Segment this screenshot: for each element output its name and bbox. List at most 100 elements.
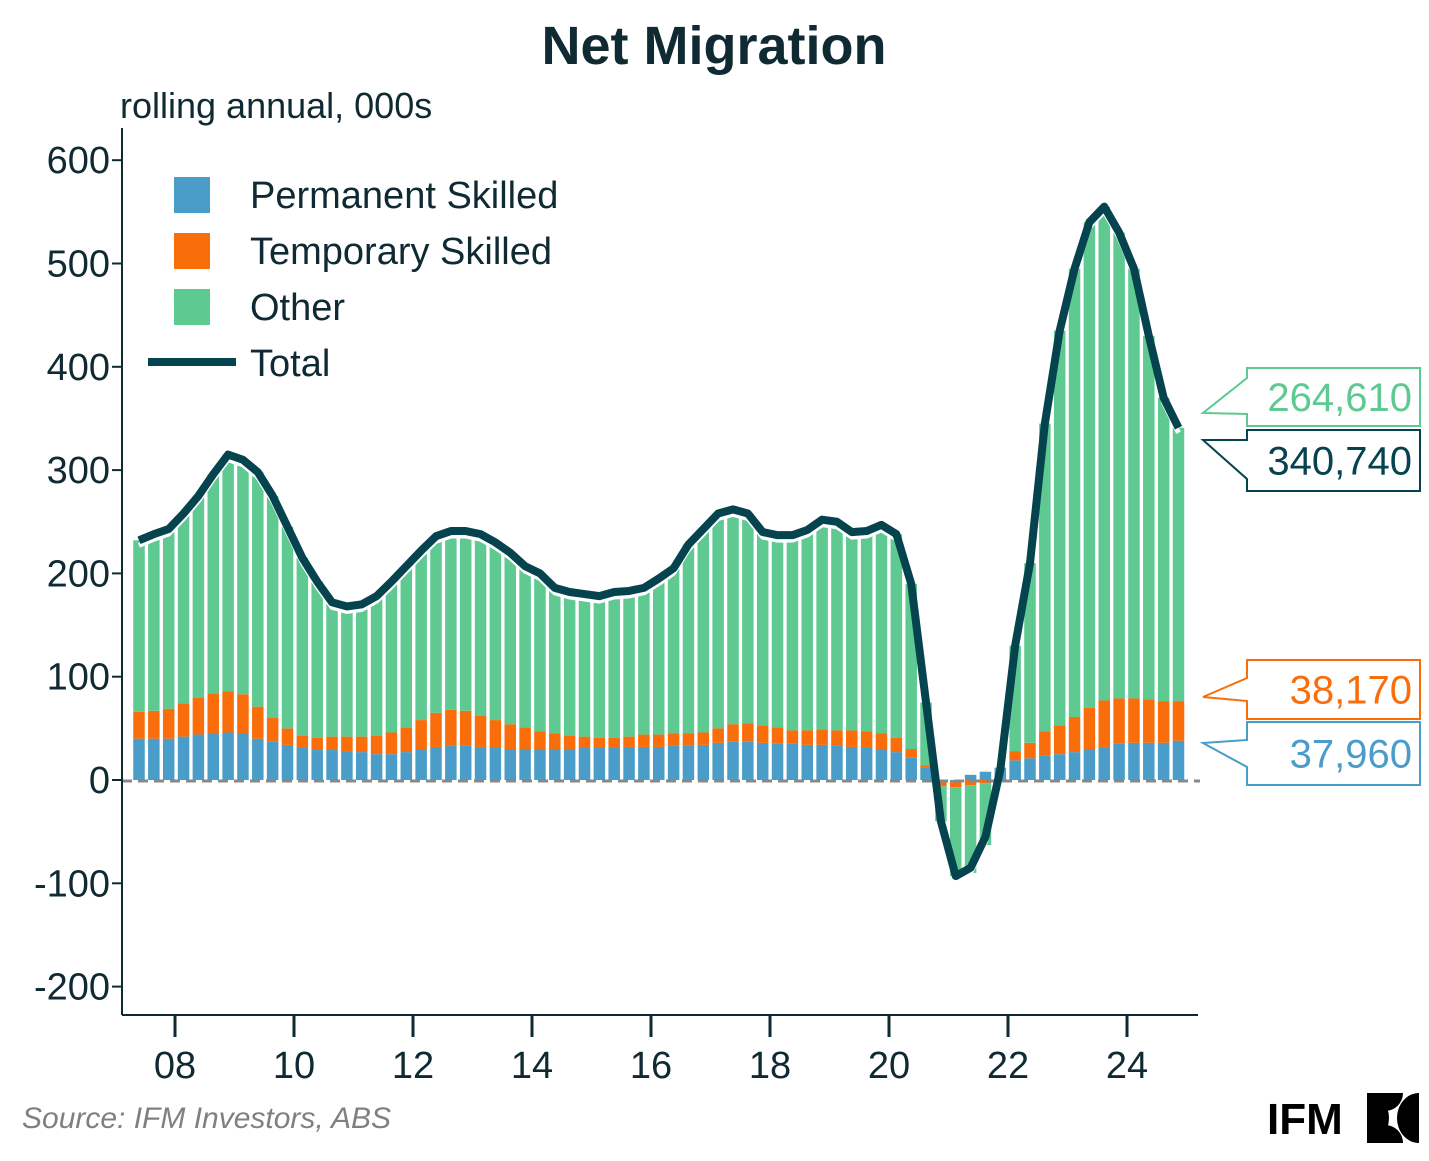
bar-temporary-skilled-6 xyxy=(222,691,234,733)
latest-value-callouts: 264,610 340,740 38,170 37,960 xyxy=(1199,367,1421,786)
bar-permanent-skilled-20 xyxy=(430,746,442,780)
bar-other-40 xyxy=(727,509,739,725)
bar-other-64 xyxy=(1083,222,1096,708)
bar-temporary-skilled-30 xyxy=(578,736,591,748)
bar-other-66 xyxy=(1113,232,1125,699)
bar-temporary-skilled-10 xyxy=(281,728,294,745)
bar-permanent-skilled-39 xyxy=(712,742,724,780)
bar-other-57 xyxy=(979,783,992,846)
bar-other-16 xyxy=(370,596,383,736)
bar-other-62 xyxy=(1053,330,1066,726)
callout-value-temporary-skilled: 38,170 xyxy=(1290,669,1412,713)
bar-permanent-skilled-27 xyxy=(534,749,546,780)
x-tick-label: 24 xyxy=(1106,1045,1148,1087)
bar-other-31 xyxy=(593,596,606,738)
bar-temporary-skilled-37 xyxy=(682,733,695,746)
legend-label: Temporary Skilled xyxy=(250,231,552,273)
x-axis-ticks: 08 10 12 14 16 18 20 22 24 xyxy=(154,1015,1148,1087)
bar-permanent-skilled-69 xyxy=(1157,742,1170,780)
bar-other-5 xyxy=(207,474,219,694)
bar-other-32 xyxy=(608,591,620,738)
bar-temporary-skilled-49 xyxy=(860,731,873,748)
bar-temporary-skilled-26 xyxy=(519,727,531,750)
bar-permanent-skilled-68 xyxy=(1143,742,1155,780)
y-tick-label: -100 xyxy=(34,863,110,905)
bar-other-46 xyxy=(816,519,828,730)
bar-permanent-skilled-0 xyxy=(133,738,145,780)
bar-other-21 xyxy=(445,531,457,710)
bar-permanent-skilled-47 xyxy=(831,745,843,780)
bar-permanent-skilled-44 xyxy=(786,743,799,780)
bar-permanent-skilled-50 xyxy=(875,749,888,780)
bar-temporary-skilled-62 xyxy=(1053,725,1066,755)
bar-temporary-skilled-66 xyxy=(1113,698,1125,744)
bar-other-33 xyxy=(623,590,635,737)
bar-other-68 xyxy=(1143,335,1155,700)
bar-temporary-skilled-52 xyxy=(905,749,917,758)
bar-temporary-skilled-42 xyxy=(756,725,769,743)
bar-temporary-skilled-38 xyxy=(697,732,710,745)
y-tick-label: 100 xyxy=(47,657,110,699)
bar-other-34 xyxy=(638,587,650,735)
bar-temporary-skilled-59 xyxy=(1009,751,1021,761)
bar-temporary-skilled-25 xyxy=(504,724,516,750)
bar-other-27 xyxy=(534,573,546,732)
bar-other-9 xyxy=(266,495,279,719)
callout-box-temporary-skilled xyxy=(1202,659,1421,720)
bar-permanent-skilled-8 xyxy=(252,738,264,780)
bar-temporary-skilled-41 xyxy=(742,723,754,742)
bar-permanent-skilled-18 xyxy=(400,752,413,780)
bar-temporary-skilled-36 xyxy=(667,733,680,746)
bar-temporary-skilled-8 xyxy=(252,706,264,739)
bar-permanent-skilled-64 xyxy=(1083,749,1096,780)
bar-permanent-skilled-12 xyxy=(311,750,323,780)
bar-temporary-skilled-16 xyxy=(370,735,383,755)
bar-temporary-skilled-0 xyxy=(133,711,145,739)
bar-other-37 xyxy=(682,544,695,734)
bar-permanent-skilled-43 xyxy=(771,743,784,780)
bar-temporary-skilled-23 xyxy=(474,715,487,747)
bar-other-28 xyxy=(549,587,561,734)
bar-other-15 xyxy=(356,604,368,737)
bar-permanent-skilled-21 xyxy=(445,745,457,780)
bar-temporary-skilled-46 xyxy=(816,729,828,745)
bar-temporary-skilled-55 xyxy=(950,782,962,788)
bar-permanent-skilled-19 xyxy=(415,749,427,780)
bar-other-49 xyxy=(860,531,873,732)
bar-other-70 xyxy=(1172,427,1185,702)
bar-other-17 xyxy=(385,581,398,733)
bar-temporary-skilled-35 xyxy=(653,734,665,747)
bar-temporary-skilled-3 xyxy=(177,703,190,737)
callout-value-other: 264,610 xyxy=(1267,376,1412,420)
bar-permanent-skilled-52 xyxy=(905,757,917,780)
bar-other-3 xyxy=(177,513,190,704)
bar-temporary-skilled-60 xyxy=(1024,742,1036,759)
bar-temporary-skilled-19 xyxy=(415,720,427,750)
bar-permanent-skilled-5 xyxy=(207,733,219,780)
bar-permanent-skilled-30 xyxy=(578,747,591,780)
bar-permanent-skilled-37 xyxy=(682,745,695,780)
bar-temporary-skilled-32 xyxy=(608,737,620,748)
bar-temporary-skilled-67 xyxy=(1128,698,1140,743)
bar-temporary-skilled-40 xyxy=(727,724,739,742)
bar-permanent-skilled-42 xyxy=(756,742,769,780)
bar-other-14 xyxy=(341,606,353,737)
bar-other-12 xyxy=(311,581,323,738)
bar-other-44 xyxy=(786,535,799,731)
y-tick-label: 0 xyxy=(89,760,110,802)
bar-other-19 xyxy=(415,550,427,721)
logo-text: IFM xyxy=(1267,1095,1343,1144)
callout-box-permanent-skilled xyxy=(1199,721,1421,786)
bar-temporary-skilled-61 xyxy=(1039,731,1051,756)
bar-temporary-skilled-17 xyxy=(385,732,398,755)
bar-permanent-skilled-13 xyxy=(326,750,338,780)
y-tick-label: 600 xyxy=(47,140,110,182)
y-tick-label: 500 xyxy=(47,244,110,286)
x-tick-label: 12 xyxy=(392,1045,434,1087)
bar-temporary-skilled-20 xyxy=(430,712,442,747)
bar-temporary-skilled-63 xyxy=(1068,716,1081,753)
y-axis-ticks: 600 500 400 300 200 100 0 -100 -200 xyxy=(34,140,122,1009)
chart-title: Net Migration xyxy=(542,16,887,76)
bar-permanent-skilled-16 xyxy=(370,754,383,780)
bar-temporary-skilled-24 xyxy=(489,720,502,748)
